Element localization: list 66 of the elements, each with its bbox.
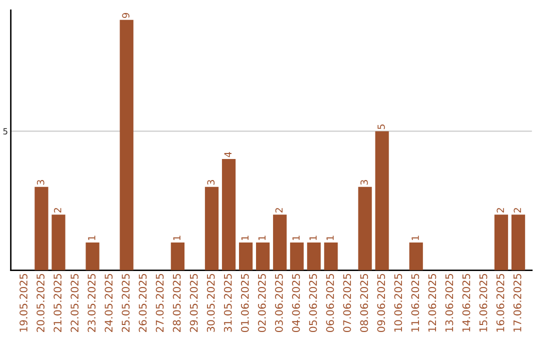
data-label: 1: [173, 236, 180, 240]
x-tick-label: 03.06.2025: [275, 274, 283, 332]
bar: [52, 214, 66, 270]
bar: [307, 242, 321, 270]
x-tick-label: 08.06.2025: [360, 274, 368, 332]
x-tick-label: 28.05.2025: [172, 274, 181, 332]
data-label: 2: [275, 208, 283, 213]
x-tick-label: 11.06.2025: [411, 274, 420, 332]
data-label: 1: [258, 236, 266, 240]
bar: [34, 186, 48, 270]
x-tick-label: 20.05.2025: [36, 274, 44, 332]
x-tick-label: 05.06.2025: [309, 274, 317, 332]
data-label: 2: [54, 208, 62, 213]
x-tick-label: 06.06.2025: [326, 274, 334, 332]
data-label: 1: [310, 236, 317, 240]
data-label: 4: [224, 152, 232, 158]
bar: [256, 242, 270, 270]
x-tick-label: 26.05.2025: [138, 274, 147, 332]
data-label: 2: [496, 208, 504, 213]
bar: [204, 186, 219, 270]
data-label: 3: [360, 180, 368, 185]
bar: [324, 242, 338, 270]
bar: [290, 242, 304, 270]
x-tick-label: 30.05.2025: [206, 274, 215, 332]
x-tick-label: 23.05.2025: [88, 274, 96, 332]
x-tick-label: 04.06.2025: [292, 274, 300, 332]
data-label: 3: [36, 180, 44, 185]
bar: [222, 159, 236, 270]
x-tick-label: 27.05.2025: [156, 274, 164, 332]
x-tick-label: 21.05.2025: [54, 274, 62, 332]
x-tick-label: 14.06.2025: [462, 274, 470, 332]
bar: [409, 242, 423, 270]
x-tick-label: 10.06.2025: [394, 274, 402, 332]
x-tick-label: 25.05.2025: [122, 274, 130, 332]
bar: [511, 214, 526, 270]
x-tick-label: 17.06.2025: [513, 274, 522, 332]
data-label: 5: [378, 124, 385, 130]
bar: [375, 131, 389, 270]
x-tick-label: 31.05.2025: [224, 274, 232, 332]
data-label: 1: [241, 236, 248, 240]
data-label: 9: [122, 13, 130, 18]
x-tick-label: 13.06.2025: [445, 274, 454, 332]
bar: [86, 242, 100, 270]
x-tick-label: 12.06.2025: [428, 274, 436, 332]
bar: [238, 242, 253, 270]
x-tick-label: 02.06.2025: [258, 274, 266, 332]
bar: [120, 20, 134, 270]
data-label: 2: [514, 208, 521, 213]
data-label: 1: [412, 236, 419, 240]
data-label: 1: [292, 236, 300, 240]
x-tick-label: 07.06.2025: [343, 274, 352, 332]
x-tick-label: 01.06.2025: [240, 274, 249, 332]
bar: [494, 214, 508, 270]
data-label: 1: [88, 236, 96, 240]
x-tick-label: 19.05.2025: [20, 274, 28, 332]
x-tick-label: 22.05.2025: [70, 274, 79, 332]
bar: [358, 186, 372, 270]
data-label: 3: [207, 180, 215, 185]
bar: [273, 214, 287, 270]
bar: [170, 242, 184, 270]
data-label: 1: [326, 236, 334, 240]
x-tick-label: 29.05.2025: [190, 274, 198, 332]
x-tick-label: 16.06.2025: [496, 274, 504, 332]
x-tick-label: 15.06.2025: [479, 274, 488, 332]
x-tick-label: 09.06.2025: [377, 274, 386, 332]
x-tick-label: 24.05.2025: [104, 274, 113, 332]
